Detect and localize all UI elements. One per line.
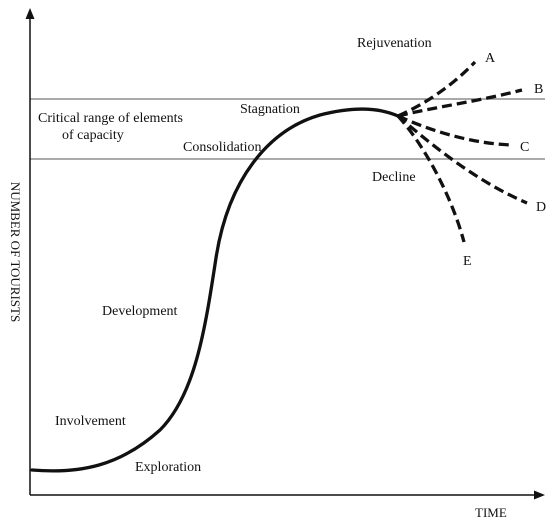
- life-cycle-curve: [30, 107, 400, 473]
- branch-c-line: [397, 114, 513, 147]
- stage-label-decline: Decline: [372, 170, 416, 185]
- stage-label-rejuvenation: Rejuvenation: [357, 36, 432, 51]
- stage-label-consolidation: Consolidation: [183, 140, 262, 155]
- y-axis-arrow-icon: [25, 8, 35, 19]
- branch-e-line: [396, 114, 466, 243]
- stage-label-exploration: Exploration: [135, 460, 201, 475]
- branch-label-b: B: [534, 82, 543, 97]
- x-axis-arrow-icon: [534, 490, 545, 500]
- stage-label-development: Development: [102, 304, 178, 319]
- stage-label-stagnation: Stagnation: [240, 102, 300, 117]
- x-axis-title: TIME: [475, 505, 507, 520]
- branch-label-c: C: [520, 140, 529, 155]
- branch-label-a: A: [485, 51, 496, 66]
- capacity-label-line2: of capacity: [62, 128, 124, 143]
- y-axis-title: NUMBER OF TOURISTS: [8, 182, 23, 322]
- branch-b-line: [397, 88, 523, 118]
- branch-label-e: E: [463, 254, 472, 269]
- stage-label-involvement: Involvement: [55, 414, 126, 429]
- branch-a-line: [397, 60, 477, 118]
- branch-label-d: D: [536, 200, 546, 215]
- capacity-label-line1: Critical range of elements: [38, 111, 183, 126]
- branch-d-line: [396, 114, 528, 205]
